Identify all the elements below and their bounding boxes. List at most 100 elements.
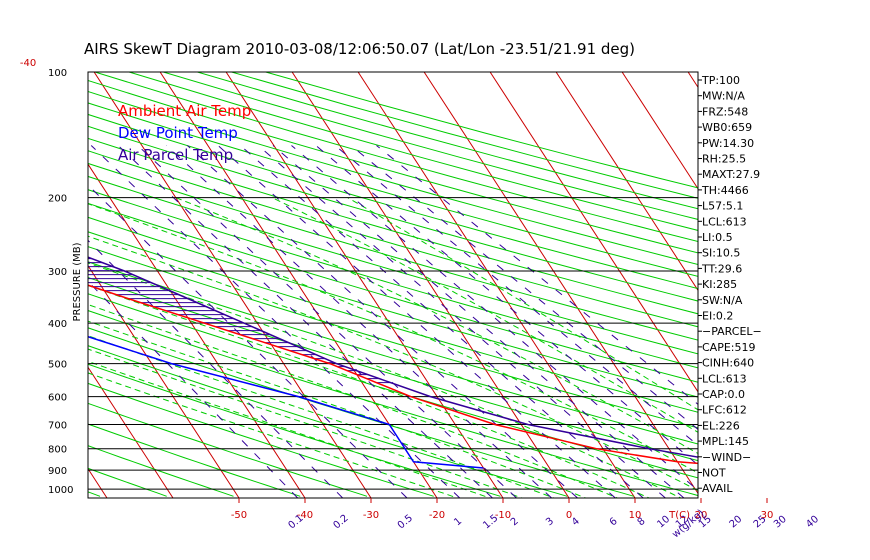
dry-adiabat-line bbox=[88, 79, 698, 254]
moist-adiabat-line bbox=[88, 203, 698, 474]
stability-index: EL:226 bbox=[702, 419, 740, 432]
moist-adiabat-line bbox=[88, 335, 556, 498]
pressure-tick-label: 500 bbox=[48, 360, 67, 371]
mixing-ratio-label: 4 bbox=[570, 516, 582, 529]
y-axis-label: PRESSURE (MB) bbox=[72, 242, 83, 321]
stability-index: CAPE:519 bbox=[702, 341, 756, 354]
legend-air-parcel-temp: Air Parcel Temp bbox=[118, 146, 233, 164]
stability-index: RH:25.5 bbox=[702, 153, 746, 166]
bottom-temp-tick-label: -10 bbox=[495, 510, 511, 521]
isotherm-line bbox=[88, 366, 174, 498]
dry-adiabat-line bbox=[88, 445, 234, 497]
stability-index: LI:0.5 bbox=[702, 231, 733, 244]
mixing-ratio-label: 1 bbox=[452, 516, 464, 529]
mixing-ratio-line bbox=[187, 145, 578, 498]
stability-index: PW:14.30 bbox=[702, 137, 754, 150]
dry-adiabat-line bbox=[88, 102, 698, 277]
ambient-air-temp-line bbox=[88, 284, 698, 465]
isotherm-line bbox=[621, 72, 698, 190]
pressure-tick-label: 1000 bbox=[48, 485, 73, 496]
pressure-tick-label: 600 bbox=[48, 393, 67, 404]
top-temp-tick-label: -40 bbox=[20, 58, 36, 69]
pressure-tick-label: 300 bbox=[48, 267, 67, 278]
isotherm-line bbox=[357, 72, 636, 498]
bottom-temp-tick-label: 0 bbox=[566, 510, 572, 521]
pressure-tick-label: 800 bbox=[48, 445, 67, 456]
stability-indices: TP:100 MW:N/A FRZ:548 WB0:659 PW:14.30 RH:25.… bbox=[698, 74, 762, 495]
bottom-temp-tick-label: -30 bbox=[363, 510, 379, 521]
stability-index: MW:N/A bbox=[702, 90, 745, 103]
mixing-ratio-line bbox=[376, 145, 698, 405]
bottom-temp-tick-label: 30 bbox=[761, 510, 774, 521]
dry-adiabat-line bbox=[88, 175, 698, 355]
chart-title: AIRS SkewT Diagram 2010-03-08/12:06:50.0… bbox=[84, 40, 635, 58]
mixing-ratio-line bbox=[117, 145, 493, 498]
stability-index: TH:4466 bbox=[701, 184, 749, 197]
isotherm-line bbox=[489, 72, 698, 393]
dry-adiabat-line bbox=[88, 231, 698, 413]
dry-adiabat-line bbox=[88, 202, 698, 383]
pressure-tick-label: 100 bbox=[48, 68, 67, 79]
mixing-ratio-line bbox=[88, 184, 408, 498]
stability-index: TP:100 bbox=[701, 74, 740, 87]
temp-unit-label: T(C) bbox=[668, 510, 690, 521]
pressure-tick-label: 400 bbox=[48, 319, 67, 330]
dry-adiabat-line bbox=[88, 363, 501, 497]
dry-adiabat-line bbox=[88, 150, 698, 328]
isotherm-line bbox=[88, 163, 306, 498]
legend-dew-point-temp: Dew Point Temp bbox=[118, 124, 238, 142]
dry-adiabat-line bbox=[88, 246, 698, 429]
mixing-ratio-line bbox=[90, 145, 461, 498]
pressure-tick-label: 700 bbox=[48, 421, 67, 432]
chart-legend: Ambient Air Temp Dew Point Temp Air Parc… bbox=[118, 102, 251, 164]
mixing-ratio-label: 2 bbox=[509, 516, 521, 529]
dry-adiabat-line bbox=[88, 310, 698, 497]
dry-adiabat-line bbox=[88, 423, 301, 497]
stability-index: EI:0.2 bbox=[702, 310, 733, 323]
stability-index: MAXT:27.9 bbox=[702, 168, 760, 181]
dry-adiabat-line bbox=[88, 402, 368, 497]
mixing-ratio-line bbox=[291, 145, 698, 491]
pressure-tick-label: 200 bbox=[48, 194, 67, 205]
stability-index: KI:285 bbox=[702, 278, 737, 291]
moist-adiabat-line bbox=[175, 197, 698, 455]
stability-index: CAP:0.0 bbox=[702, 388, 745, 401]
stability-index: SW:N/A bbox=[702, 294, 743, 307]
mixing-ratio-label: 6 bbox=[608, 516, 620, 529]
moist-adiabat-line bbox=[347, 197, 698, 411]
dry-adiabat-line bbox=[88, 137, 698, 315]
stability-index: L57:5.1 bbox=[702, 200, 743, 213]
stability-index: LCL:613 bbox=[702, 215, 747, 228]
isotherm-line bbox=[88, 264, 240, 498]
mixing-ratio-line bbox=[315, 145, 698, 466]
mixing-ratio-line bbox=[272, 145, 685, 498]
dry-adiabat-line bbox=[88, 327, 635, 497]
dry-adiabat-line bbox=[88, 125, 698, 302]
bottom-temp-tick-label: 10 bbox=[629, 510, 642, 521]
mixing-ratio-label: 3 bbox=[544, 516, 556, 529]
stability-index: FRZ:548 bbox=[702, 105, 748, 118]
isotherm-line bbox=[291, 72, 570, 498]
bottom-temp-tick-label: -50 bbox=[231, 510, 247, 521]
dry-adiabat-line bbox=[88, 113, 698, 290]
stability-index: WB0:659 bbox=[702, 121, 752, 134]
stability-index: LCL:613 bbox=[702, 372, 747, 385]
moist-adiabat-line bbox=[88, 360, 492, 498]
moist-adiabat-line bbox=[88, 372, 460, 498]
stability-index: NOT bbox=[702, 467, 726, 480]
isobar-lines bbox=[88, 197, 698, 490]
isotherm-line bbox=[555, 72, 698, 292]
mixing-ratio-label: 8 bbox=[636, 516, 648, 529]
moist-adiabat-line bbox=[88, 235, 698, 492]
stability-index: AVAIL bbox=[702, 482, 733, 495]
stability-index: −PARCEL− bbox=[702, 325, 762, 338]
pressure-tick-label: 900 bbox=[48, 466, 67, 477]
dry-adiabat-line bbox=[88, 382, 434, 497]
dry-adiabat-line bbox=[88, 276, 698, 462]
dry-adiabat-line bbox=[88, 162, 698, 341]
dew-point-temp-line bbox=[88, 335, 484, 469]
dry-adiabat-line bbox=[88, 261, 698, 445]
chart-grid bbox=[88, 72, 698, 498]
